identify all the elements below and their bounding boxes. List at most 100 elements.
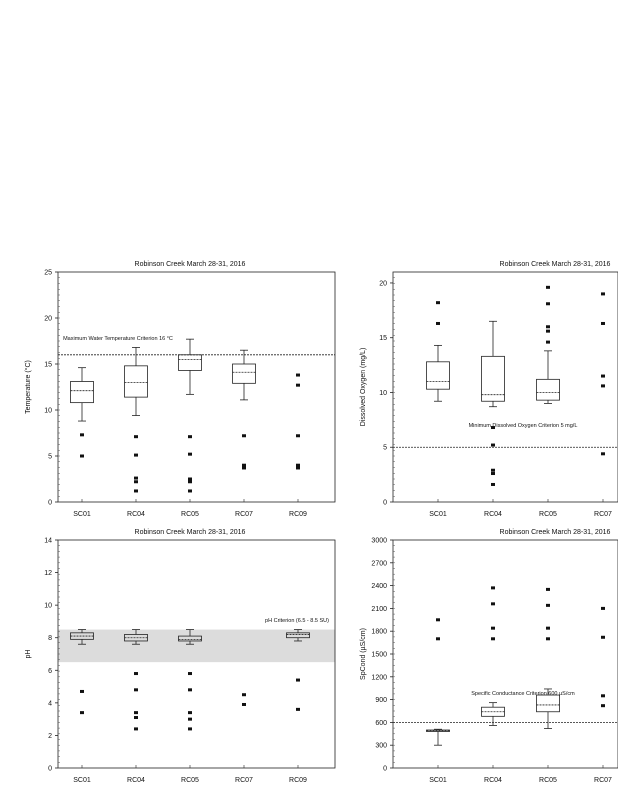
criterion-note: Minimum Dissolved Oxygen Criterion 5 mg/… [469, 423, 578, 429]
y-tick-label: 10 [44, 603, 52, 610]
outlier-point [80, 433, 84, 437]
y-tick-label: 5 [48, 454, 52, 461]
outlier-point [188, 489, 192, 493]
y-tick-label: 300 [375, 743, 387, 750]
outlier-point [188, 435, 192, 439]
box [536, 694, 560, 713]
outlier-point [601, 452, 605, 456]
y-tick-label: 12 [44, 570, 52, 577]
y-tick-label: 10 [44, 408, 52, 415]
y-axis-label: pH [25, 650, 32, 659]
box [232, 363, 256, 384]
y-tick-label: 2700 [371, 560, 387, 567]
outlier-point [491, 472, 495, 476]
y-tick-label: 25 [44, 270, 52, 277]
outlier-point [296, 466, 300, 470]
y-tick-label: 2400 [371, 583, 387, 590]
x-tick-label: RC07 [235, 777, 253, 784]
criterion-note: pH Criterion (6.5 - 8.5 SU) [265, 618, 329, 624]
x-tick-label: RC04 [484, 777, 502, 784]
y-tick-label: 20 [379, 280, 387, 287]
outlier-point [491, 637, 495, 641]
ph-chart: 0 2 4 6 8 10 12 14 Robinson Creek March 28-31, 2… [25, 529, 336, 784]
y-axis-label: Temperature (°C) [24, 360, 32, 414]
y-tick-label: 600 [375, 720, 387, 727]
outlier-point [546, 325, 550, 329]
y-tick-label: 10 [379, 390, 387, 397]
outlier-point [491, 443, 495, 447]
outlier-point [188, 688, 192, 692]
outlier-point [601, 384, 605, 388]
y-axis-label: Dissolved Oxygen (mg/L) [360, 348, 367, 427]
outlier-point [242, 434, 246, 438]
outlier-point [436, 321, 440, 325]
specific-conductance-chart: 0 300 600 900 1200 1500 1800 2100 2400 2700 3000 Ro… [360, 529, 618, 784]
y-axis-label: SpCond (µS/cm) [360, 628, 367, 680]
box [426, 361, 450, 390]
dissolved-oxygen-chart: 0 5 10 15 20 Robinson Creek March 28-31, 2016… [360, 261, 618, 518]
outlier-point [134, 489, 138, 493]
outlier-point [546, 285, 550, 289]
x-tick-label: RC09 [289, 777, 307, 784]
outlier-point [601, 374, 605, 378]
outlier-point [296, 678, 300, 682]
outlier-point [188, 477, 192, 481]
box [178, 635, 202, 642]
outlier-point [188, 480, 192, 484]
outlier-point [80, 454, 84, 458]
box [481, 355, 505, 402]
box [178, 354, 202, 371]
box [286, 632, 310, 639]
outlier-point [601, 321, 605, 325]
outlier-point [546, 302, 550, 306]
y-tick-label: 900 [375, 697, 387, 704]
y-tick-label: 15 [379, 335, 387, 342]
chart-title: Robinson Creek March 28-31, 2016 [500, 261, 611, 268]
outlier-point [134, 727, 138, 731]
box [70, 381, 94, 404]
x-tick-label: RC07 [235, 511, 253, 518]
box [124, 365, 148, 398]
chart-title: Robinson Creek March 28-31, 2016 [135, 529, 246, 536]
outlier-point [296, 463, 300, 467]
y-tick-label: 4 [48, 700, 52, 707]
y-tick-label: 0 [48, 766, 52, 773]
criterion-note: Specific Conductance Criterion 600 µS/cm [471, 691, 575, 697]
y-tick-label: 1500 [371, 652, 387, 659]
outlier-point [134, 435, 138, 439]
outlier-point [296, 383, 300, 387]
x-tick-label: RC05 [539, 511, 557, 518]
x-tick-label: RC07 [594, 511, 612, 518]
outlier-point [134, 453, 138, 457]
y-tick-label: 1800 [371, 629, 387, 636]
outlier-point [134, 716, 138, 720]
x-tick-label: SC01 [73, 777, 91, 784]
chart-title: Robinson Creek March 28-31, 2016 [135, 261, 246, 268]
plot-frame [57, 271, 336, 503]
outlier-point [80, 711, 84, 715]
outlier-point [436, 637, 440, 641]
outlier-point [188, 717, 192, 721]
outlier-point [601, 694, 605, 698]
outlier-point [188, 672, 192, 676]
outlier-point [546, 587, 550, 591]
outlier-point [546, 637, 550, 641]
x-tick-label: SC01 [429, 511, 447, 518]
outlier-point [134, 688, 138, 692]
outlier-point [134, 672, 138, 676]
outlier-point [491, 586, 495, 590]
outlier-point [436, 618, 440, 622]
outlier-point [491, 602, 495, 606]
outlier-point [546, 603, 550, 607]
y-tick-label: 2100 [371, 606, 387, 613]
x-tick-label: RC07 [594, 777, 612, 784]
x-tick-label: SC01 [73, 511, 91, 518]
y-tick-label: 14 [44, 538, 52, 545]
outlier-point [188, 727, 192, 731]
y-tick-label: 5 [383, 445, 387, 452]
outlier-point [296, 434, 300, 438]
y-tick-label: 3000 [371, 538, 387, 545]
y-tick-label: 2 [48, 733, 52, 740]
x-tick-label: RC05 [181, 777, 199, 784]
